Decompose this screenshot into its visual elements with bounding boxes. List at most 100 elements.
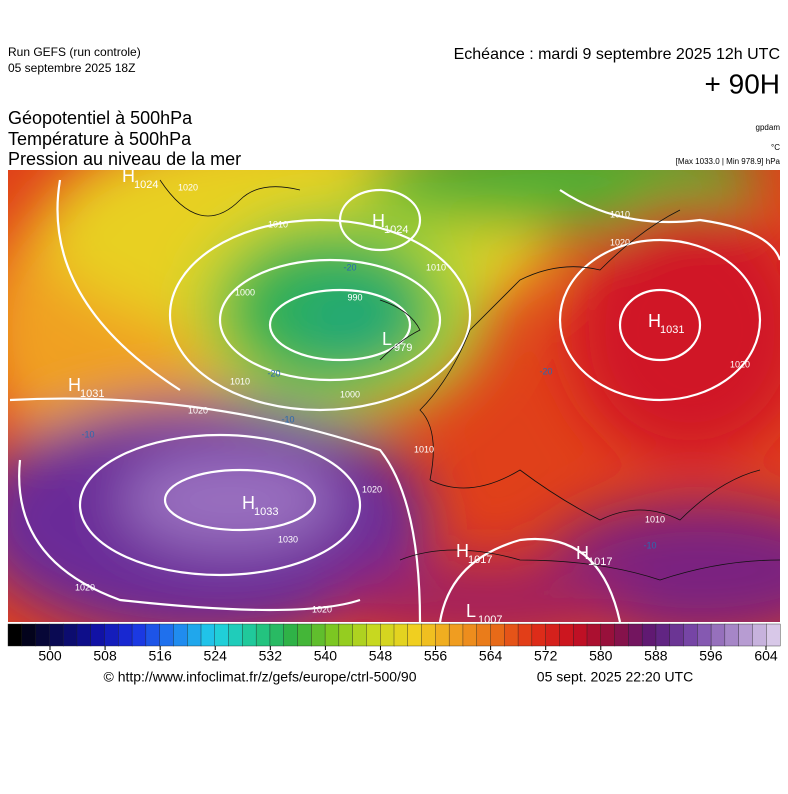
isobar-label: 1030 bbox=[278, 534, 298, 544]
colorbar-swatch bbox=[600, 623, 616, 647]
isobar-label: 1020 bbox=[188, 405, 208, 415]
colorbar-swatch bbox=[62, 623, 78, 647]
colorbar-swatch bbox=[131, 623, 147, 647]
colorbar-swatch bbox=[752, 623, 767, 647]
run-date: 05 septembre 2025 18Z bbox=[8, 61, 135, 75]
isobar-label: 1020 bbox=[178, 182, 198, 192]
colorbar-swatch bbox=[448, 623, 464, 647]
lead-time: + 90H bbox=[705, 68, 781, 99]
colorbar-swatch bbox=[393, 623, 409, 647]
colorbar-swatch bbox=[324, 623, 340, 647]
colorbar-tick-label: 580 bbox=[589, 648, 613, 664]
colorbar-swatch bbox=[214, 623, 230, 647]
center-symbol: H bbox=[456, 541, 469, 561]
colorbar-swatch bbox=[283, 623, 299, 647]
isobar-label: 1020 bbox=[610, 237, 630, 247]
colorbar-swatch bbox=[545, 623, 560, 647]
center-symbol: H bbox=[122, 166, 135, 186]
temperature-label: -10 bbox=[81, 429, 94, 439]
colorbar-swatch bbox=[669, 623, 685, 647]
colorbar-swatch bbox=[614, 623, 629, 647]
colorbar-tick-label: 540 bbox=[314, 648, 338, 664]
center-symbol: H bbox=[576, 543, 589, 563]
colorbar-swatch bbox=[435, 623, 450, 647]
colorbar-tick-label: 524 bbox=[204, 648, 228, 664]
colorbar-swatch bbox=[683, 623, 698, 647]
colorbar-swatch bbox=[7, 623, 23, 647]
temperature-label: -20 bbox=[343, 262, 356, 272]
colorbar-swatch bbox=[76, 623, 92, 647]
colorbar-tick-label: 516 bbox=[148, 648, 172, 664]
colorbar-swatch bbox=[159, 623, 174, 647]
colorbar-swatch bbox=[118, 623, 133, 647]
center-value: 1033 bbox=[254, 506, 278, 518]
colorbar-swatch bbox=[35, 623, 50, 647]
colorbar-tick-label: 588 bbox=[644, 648, 668, 664]
colorbar-swatch bbox=[187, 623, 202, 647]
colorbar-tick-label: 604 bbox=[754, 648, 778, 664]
colorbar-tick-label: 572 bbox=[534, 648, 558, 664]
isobar-label: 1010 bbox=[610, 209, 630, 219]
colorbar-swatch bbox=[628, 623, 643, 647]
colorbar-swatch bbox=[269, 623, 285, 647]
colorbar-swatch bbox=[476, 623, 492, 647]
colorbar-swatch bbox=[145, 623, 161, 647]
temperature-label: -20 bbox=[267, 368, 280, 378]
colorbar-swatch bbox=[421, 623, 436, 647]
temperature-label: -10 bbox=[281, 414, 294, 424]
run-label: Run GEFS (run controle) bbox=[8, 45, 141, 59]
colorbar-tick-label: 556 bbox=[424, 648, 448, 664]
isobar-label: 1020 bbox=[75, 582, 95, 592]
isobar-label: 1020 bbox=[312, 604, 332, 614]
colorbar-swatch bbox=[710, 623, 726, 647]
isobar-label: 1000 bbox=[235, 287, 255, 297]
generated-time: 05 sept. 2025 22:20 UTC bbox=[537, 669, 693, 685]
source: © http://www.infoclimat.fr/z/gefs/europe… bbox=[103, 669, 416, 685]
colorbar-swatch bbox=[90, 623, 106, 647]
center-value: 1031 bbox=[80, 388, 104, 400]
title: Géopotentiel à 500hPa bbox=[8, 108, 193, 128]
colorbar-swatch bbox=[573, 623, 588, 647]
center-value: 1024 bbox=[384, 224, 408, 236]
center-value: 1007 bbox=[478, 614, 502, 626]
colorbar: 500 508 516 524 532 540 548 556 564 572 580 588 596 6… bbox=[7, 623, 781, 664]
colorbar-swatch bbox=[21, 623, 37, 647]
center-symbol: H bbox=[242, 493, 255, 513]
colorbar-swatch bbox=[655, 623, 671, 647]
colorbar-swatch bbox=[697, 623, 712, 647]
colorbar-tick-label: 532 bbox=[259, 648, 283, 664]
temperature-label: -20 bbox=[539, 366, 552, 376]
colorbar-swatch bbox=[641, 623, 657, 647]
colorbar-swatch bbox=[724, 623, 740, 647]
center-symbol: L bbox=[382, 329, 392, 349]
center-value: 1017 bbox=[468, 554, 492, 566]
colorbar-tick-label: 500 bbox=[38, 648, 62, 664]
unit: [Max 1033.0 | Min 978.9] hPa bbox=[676, 157, 781, 166]
valid-time: Echéance : mardi 9 septembre 2025 12h UT… bbox=[454, 46, 780, 63]
center-value: 1024 bbox=[134, 179, 158, 191]
colorbar-tick-label: 596 bbox=[699, 648, 723, 664]
colorbar-swatch bbox=[311, 623, 326, 647]
unit: gpdam bbox=[756, 123, 781, 132]
center-symbol: L bbox=[466, 601, 476, 621]
colorbar-tick-label: 564 bbox=[479, 648, 503, 664]
colorbar-tick-label: 508 bbox=[93, 648, 117, 664]
unit: °C bbox=[771, 143, 780, 152]
colorbar-swatch bbox=[338, 623, 354, 647]
colorbar-swatch bbox=[297, 623, 312, 647]
colorbar-tick-label: 548 bbox=[369, 648, 393, 664]
center-symbol: H bbox=[372, 211, 385, 231]
temperature-label: -10 bbox=[643, 540, 656, 550]
colorbar-swatch bbox=[462, 623, 478, 647]
colorbar-swatch bbox=[173, 623, 188, 647]
colorbar-swatch bbox=[738, 623, 753, 647]
isobar-label: 1010 bbox=[426, 262, 446, 272]
colorbar-swatch bbox=[255, 623, 271, 647]
colorbar-swatch bbox=[517, 623, 533, 647]
center-value: 1017 bbox=[588, 556, 612, 568]
title: Température à 500hPa bbox=[8, 129, 192, 149]
colorbar-swatch bbox=[559, 623, 574, 647]
isobar-label: 1000 bbox=[340, 389, 360, 399]
center-symbol: H bbox=[648, 311, 661, 331]
